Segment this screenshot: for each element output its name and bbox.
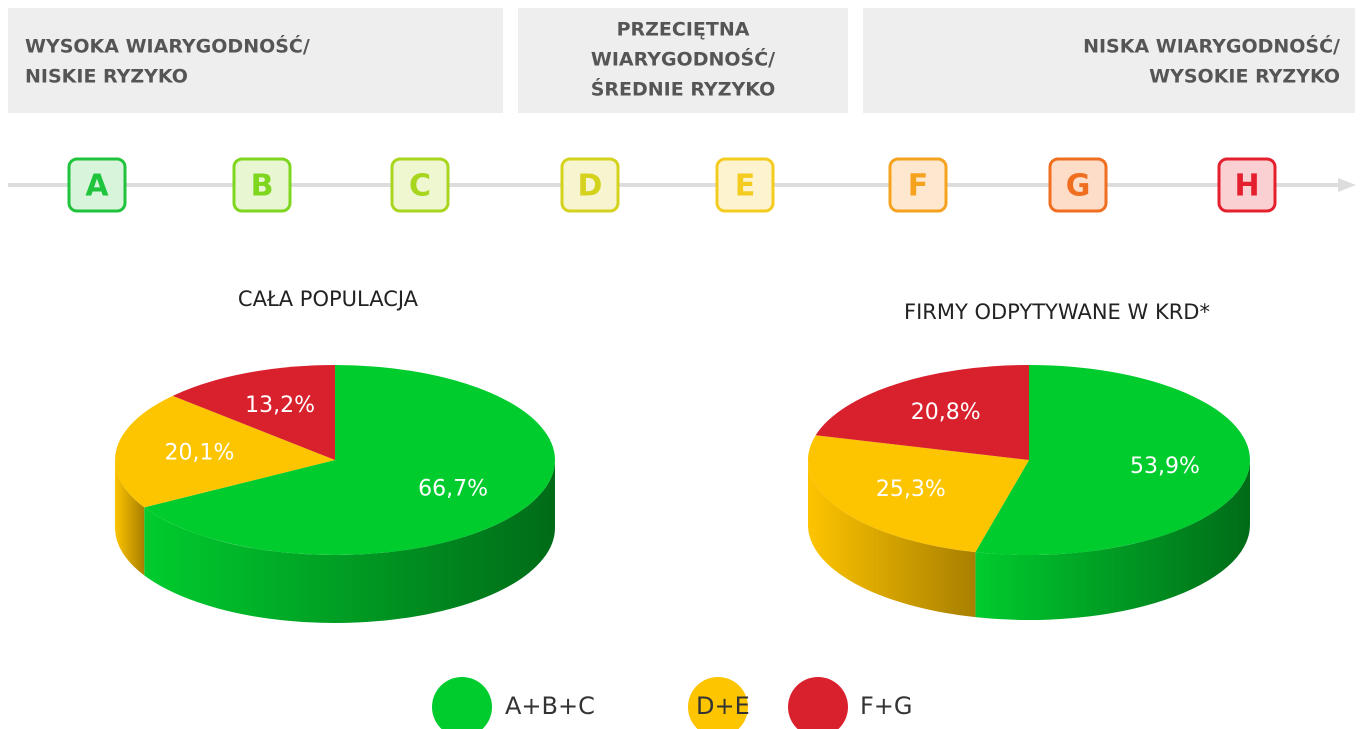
grade-badge (715, 157, 775, 213)
header-text: PRZECIĘTNA (617, 19, 750, 41)
pie-slice (144, 365, 555, 556)
legend-label: F+G (860, 692, 913, 720)
grade-badge (67, 157, 127, 213)
grade-letter: B (251, 169, 274, 204)
grade-letter: A (85, 169, 109, 204)
legend-swatch (432, 677, 492, 729)
pie-slice (808, 435, 1029, 553)
header-box (863, 8, 1355, 113)
grade-badge (1217, 157, 1277, 213)
chart-title: FIRMY ODPYTYWANE W KRD* (904, 300, 1210, 324)
header-text: WYSOKA WIARYGODNOŚĆ/ (25, 34, 310, 58)
legend-swatch (688, 677, 748, 729)
pie-side (975, 460, 1250, 621)
header-box (518, 8, 848, 113)
value-label: 13,2% (245, 393, 315, 418)
grade-letter: G (1066, 169, 1091, 204)
grade-badge (232, 157, 292, 213)
header-text: ŚREDNIE RYZYKO (591, 77, 776, 101)
pie-side (115, 460, 145, 576)
pie-slice (815, 365, 1029, 460)
pie-side (144, 460, 555, 623)
header-text: WIARYGODNOŚĆ/ (591, 47, 775, 71)
value-label: 66,7% (418, 477, 488, 502)
legend-swatch (788, 677, 848, 729)
value-label: 20,8% (911, 400, 981, 425)
grade-badge (390, 157, 450, 213)
grade-letter: F (908, 169, 929, 204)
pie-slice (172, 365, 335, 460)
pie-slice (115, 395, 335, 508)
value-label: 53,9% (1130, 454, 1200, 479)
legend-label: D+E (696, 692, 750, 720)
header-text: NISKIE RYZYKO (25, 66, 188, 88)
grade-letter: H (1234, 169, 1259, 204)
grade-letter: C (409, 169, 431, 204)
value-label: 20,1% (164, 441, 234, 466)
legend-label: A+B+C (505, 692, 595, 720)
pie-side (808, 460, 976, 618)
grade-badge (888, 157, 948, 213)
grade-letter: E (735, 169, 756, 204)
header-text: WYSOKIE RYZYKO (1149, 66, 1340, 88)
grade-badge (560, 157, 620, 213)
chart-title: CAŁA POPULACJA (238, 287, 419, 311)
grade-letter: D (578, 169, 603, 204)
grade-badge (1048, 157, 1108, 213)
header-box (8, 8, 503, 113)
value-label: 25,3% (876, 477, 946, 502)
pie-slice (975, 365, 1250, 555)
arrow-head (1338, 178, 1356, 192)
header-text: NISKA WIARYGODNOŚĆ/ (1083, 34, 1340, 58)
